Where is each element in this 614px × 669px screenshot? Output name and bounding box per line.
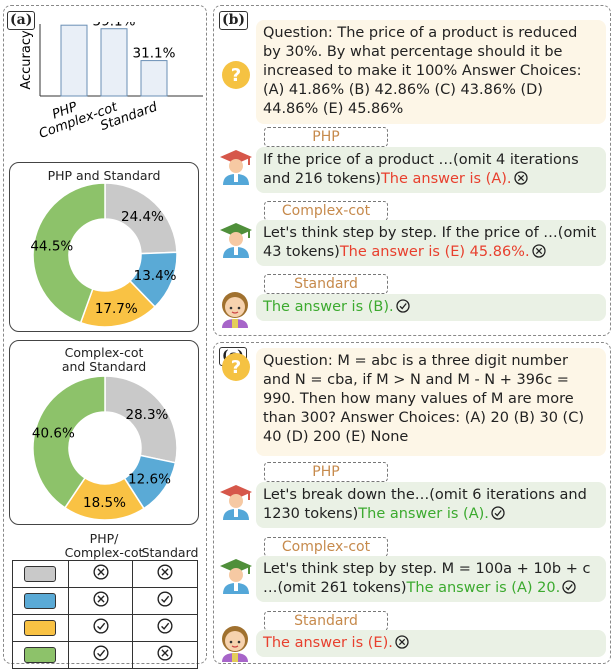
cot-text-b: Let's think step by step. If the price o… (263, 225, 597, 260)
accuracy-bar-chart: Accuracy62.2%PHP59.1%Complex-cot31.1%Sta… (19, 22, 203, 142)
donut2-chart: 28.3% 12.6%18.5% 40.6% (32, 375, 178, 521)
cot-teacher-avatar (217, 556, 255, 598)
correct-mark-icon (491, 506, 505, 520)
legend-row (12, 587, 198, 615)
y-axis-label: Accuracy (19, 30, 34, 90)
legend-swatch (24, 620, 57, 636)
correct-mark-icon (132, 614, 198, 642)
correct-mark-icon (67, 641, 134, 669)
cot-tag-b: Complex-cot (264, 201, 388, 221)
bar-2 (140, 60, 168, 97)
legend-swatch (24, 593, 57, 609)
student-avatar (217, 622, 253, 666)
legend-table (12, 560, 198, 669)
correct-mark-icon (395, 299, 410, 313)
donut-cot-standard: Complex-cot and Standard 28.3% 12.6% 18.5%… (9, 340, 199, 525)
cot-answer-bubble-b: Let's think step by step. If the price o… (256, 220, 606, 266)
cot-text-c: Let's think step by step. M = 100a + 10b… (263, 561, 591, 596)
legend-header-col1-line2: Complex-cot (64, 545, 144, 560)
bar-value-label-2: 31.1% (133, 46, 176, 62)
donut-value-label-2: 17.7% (95, 301, 138, 317)
wrong-mark-icon (67, 587, 134, 615)
correct-mark-icon (132, 587, 198, 615)
panel-b-label: (b) (219, 11, 249, 30)
panel-a-label: (a) (7, 11, 36, 30)
std-tag-b: Standard (264, 274, 388, 294)
donut2-title-line2: and Standard (61, 359, 147, 374)
cot-tag-c: Complex-cot (264, 537, 388, 557)
bar-1 (100, 28, 128, 97)
donut-slice-3 (32, 375, 106, 509)
legend-swatch (24, 566, 57, 582)
php-tag-b: PHP (264, 127, 388, 147)
donut-slice-0 (104, 375, 178, 464)
question-icon: ? (221, 60, 251, 94)
svg-text:?: ? (231, 357, 241, 378)
wrong-mark-icon (132, 560, 198, 588)
question-icon: ? (221, 352, 251, 386)
legend-row (12, 560, 198, 588)
legend-header-col2: Standard (141, 545, 199, 560)
donut-value-label-0: 28.3% (125, 407, 168, 423)
cot-answer-bubble-c: Let's think step by step. M = 100a + 10b… (256, 556, 606, 602)
panel-b (213, 5, 611, 336)
panel-c (213, 342, 611, 664)
question-bubble-c: Question: M = abc is a three digit numbe… (256, 348, 606, 456)
std-answer-c: The answer is (E). (263, 635, 393, 651)
legend-header-col1-line1: PHP/ (89, 531, 119, 546)
php-teacher-avatar (217, 482, 255, 524)
wrong-mark-icon (395, 635, 409, 649)
std-tag-c: Standard (264, 611, 388, 631)
std-answer-bubble-b: The answer is (B). (256, 294, 606, 321)
donut1-chart: 24.4% 13.4% 17.7% 44.5% (30, 182, 178, 328)
legend-swatch-cell (12, 641, 69, 669)
legend-swatch (24, 647, 57, 663)
php-answer-b: The answer is (A). (380, 171, 512, 187)
legend-swatch-cell (12, 560, 69, 588)
legend-row (12, 614, 198, 642)
bar-0 (60, 24, 88, 97)
php-teacher-avatar (217, 147, 255, 189)
donut-slice-3 (32, 182, 106, 324)
wrong-mark-icon (67, 560, 134, 588)
php-text-c: Let's break down the…(omit 6 iterations … (263, 487, 587, 522)
donut-value-label-1: 13.4% (134, 268, 177, 284)
php-text-b: If the price of a product …(omit 4 itera… (263, 152, 579, 187)
question-bubble-b: Question: The price of a product is redu… (256, 20, 606, 124)
donut-value-label-0: 24.4% (121, 209, 164, 225)
wrong-mark-icon (132, 641, 198, 669)
donut-value-label-2: 18.5% (83, 495, 126, 511)
student-avatar (217, 288, 253, 332)
php-answer-c: The answer is (A). (358, 506, 489, 522)
bar-value-label-1: 59.1% (93, 22, 136, 30)
cot-answer-c: The answer is (A) 20. (406, 580, 561, 596)
php-tag-c: PHP (264, 462, 388, 482)
legend-swatch-cell (12, 587, 69, 615)
donut-php-standard: PHP and Standard 24.4% 13.4% 17.7% 44.5% (9, 162, 199, 332)
legend-row (12, 641, 198, 669)
donut1-title: PHP and Standard (47, 168, 161, 183)
php-answer-bubble-b: If the price of a product …(omit 4 itera… (256, 147, 606, 193)
legend-swatch-cell (12, 614, 69, 642)
correct-mark-icon (562, 580, 576, 594)
donut-value-label-3: 44.5% (30, 239, 73, 255)
cot-teacher-avatar (217, 220, 255, 262)
correct-mark-icon (67, 614, 134, 642)
donut2-title-line1: Complex-cot (64, 345, 144, 360)
wrong-mark-icon (531, 244, 546, 258)
bar-value-label-0: 62.2% (53, 22, 96, 26)
wrong-mark-icon (513, 171, 528, 185)
donut-value-label-1: 12.6% (128, 472, 171, 488)
donut-value-label-3: 40.6% (32, 425, 75, 441)
std-answer-b: The answer is (B). (263, 299, 394, 315)
cot-answer-b: The answer is (E) 45.86%. (339, 244, 530, 260)
svg-text:?: ? (231, 65, 241, 86)
std-answer-bubble-c: The answer is (E). (256, 630, 606, 657)
php-answer-bubble-c: Let's break down the…(omit 6 iterations … (256, 482, 606, 528)
